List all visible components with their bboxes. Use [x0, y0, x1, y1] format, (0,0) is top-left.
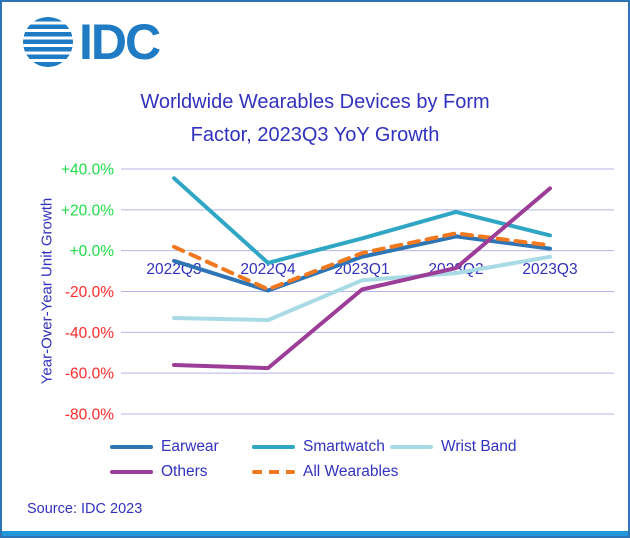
legend-label: All Wearables	[303, 463, 399, 480]
wrist-band-line	[172, 254, 552, 323]
legend-item-earwear: Earwear	[110, 438, 219, 456]
series-lines	[172, 176, 552, 371]
others-line-swatch	[110, 469, 153, 475]
y-tick-label: +20.0%	[61, 202, 114, 219]
legend-label: Wrist Band	[441, 438, 517, 455]
smartwatch-line-swatch	[252, 444, 295, 450]
all-wearables-line	[172, 231, 552, 292]
y-tick-label: -80.0%	[65, 407, 114, 424]
idc-logo: IDC	[22, 14, 161, 70]
chart-title: Worldwide Wearables Devices by Form Fact…	[2, 86, 628, 152]
source-note: Source: IDC 2023	[27, 501, 143, 517]
legend-label: Smartwatch	[303, 438, 385, 455]
globe-icon	[23, 17, 73, 67]
x-tick-label: 2022Q3	[146, 261, 201, 278]
x-tick-label: 2022Q4	[240, 261, 296, 278]
gridlines	[121, 168, 614, 415]
y-tick-label: +40.0%	[61, 162, 114, 179]
wrist-band-line-swatch	[390, 444, 433, 450]
y-axis-tick-labels: +40.0% +20.0% +0.0% -20.0% -40.0% -60.0% -80.0…	[61, 162, 114, 424]
legend-item-smartwatch: Smartwatch	[252, 438, 385, 456]
chart-title-line1: Worldwide Wearables Devices by Form	[140, 91, 490, 113]
y-tick-label: +0.0%	[70, 243, 115, 260]
legend-item-all-wearables: All Wearables	[252, 463, 398, 481]
bottom-accent-bar	[2, 531, 628, 536]
chart-title-line2: Factor, 2023Q3 YoY Growth	[190, 124, 440, 146]
x-tick-label: 2023Q3	[522, 261, 577, 278]
earwear-line-swatch	[110, 444, 153, 450]
legend-label: Others	[161, 463, 208, 480]
y-tick-label: -40.0%	[65, 325, 114, 342]
legend-item-wrist-band: Wrist Band	[390, 438, 517, 456]
y-tick-label: -60.0%	[65, 366, 114, 383]
legend-label: Earwear	[161, 438, 219, 455]
legend-item-others: Others	[110, 463, 208, 481]
y-tick-label: -20.0%	[65, 284, 114, 301]
logo-text: IDC	[79, 14, 161, 70]
smartwatch-line	[172, 176, 552, 265]
all-wearables-line-swatch	[252, 469, 295, 475]
x-tick-label: 2023Q1	[334, 261, 389, 278]
others-line	[172, 186, 552, 371]
